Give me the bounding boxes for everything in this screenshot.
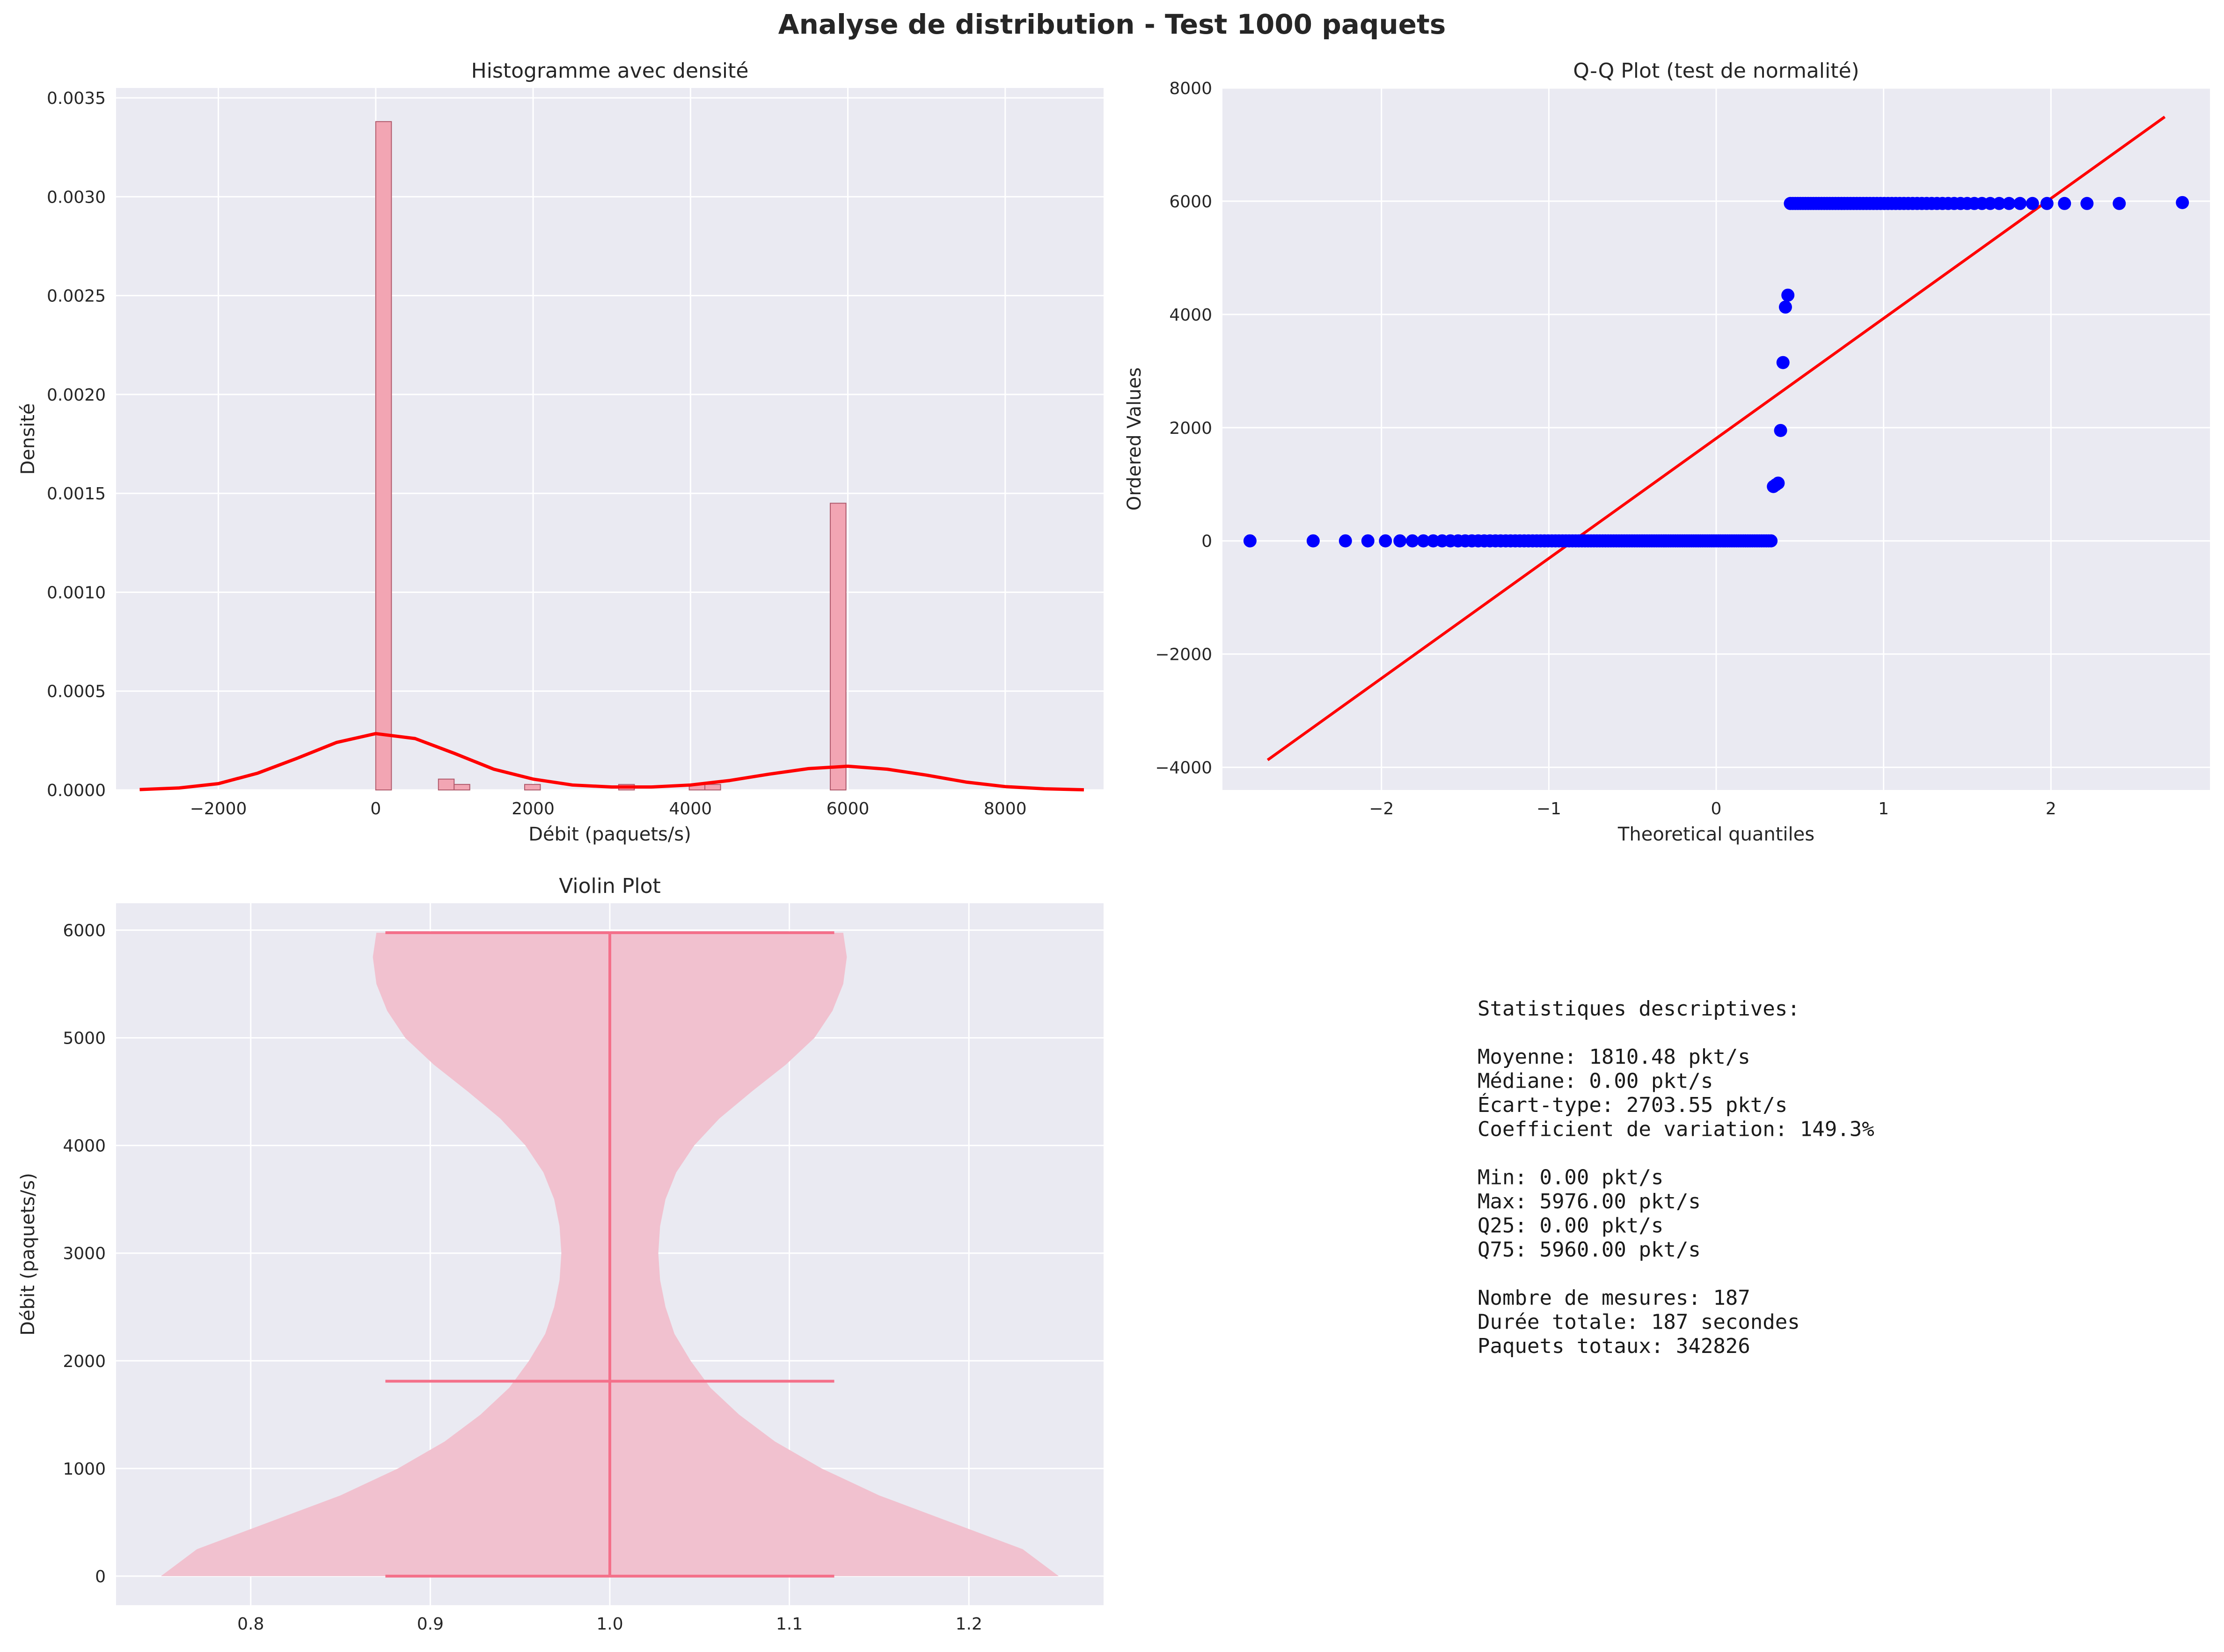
qq-point bbox=[2176, 196, 2189, 209]
histogram-bar bbox=[704, 784, 721, 791]
qq-point bbox=[2040, 197, 2054, 210]
qq-point bbox=[1306, 534, 1320, 548]
qq-point bbox=[1393, 534, 1407, 548]
x-tick-label: 2000 bbox=[512, 799, 555, 819]
qq-point bbox=[2013, 197, 2027, 210]
stats-line: Écart-type: 2703.55 pkt/s bbox=[1478, 1092, 1787, 1117]
qq-point bbox=[2002, 197, 2016, 210]
stats-line: Nombre de mesures: 187 bbox=[1478, 1286, 1750, 1310]
y-tick-label: 0.0000 bbox=[47, 781, 106, 800]
stats-line: Paquets totaux: 342826 bbox=[1478, 1334, 1750, 1358]
qq-point bbox=[1339, 534, 1352, 548]
x-tick-label: −2000 bbox=[190, 799, 247, 819]
stats-heading: Statistiques descriptives: bbox=[1478, 997, 1800, 1021]
y-tick-label: 6000 bbox=[63, 921, 106, 941]
x-tick-label: −1 bbox=[1536, 799, 1561, 819]
qq-point bbox=[1776, 356, 1790, 369]
x-tick-label: 0 bbox=[370, 799, 381, 819]
x-tick-label: 1.1 bbox=[776, 1615, 803, 1634]
x-tick-label: 1.0 bbox=[596, 1615, 623, 1634]
x-axis-label: Theoretical quantiles bbox=[1617, 824, 1814, 845]
x-tick-label: 6000 bbox=[827, 799, 870, 819]
stats-line: Min: 0.00 pkt/s bbox=[1478, 1166, 1663, 1190]
chart-title: Q-Q Plot (test de normalité) bbox=[1573, 59, 1859, 83]
y-tick-label: 0.0005 bbox=[47, 682, 106, 702]
qq-plot-panel: −2 −1 0 1 2 −4000 −2000 0 2000 4000 6000 8000 Q-Q Pl… bbox=[1124, 59, 2210, 845]
histogram-bar bbox=[375, 121, 392, 791]
qq-reference-line bbox=[1266, 116, 2166, 761]
histogram-bar bbox=[830, 503, 847, 791]
x-tick-label: 0.9 bbox=[417, 1615, 444, 1634]
y-axis-label: Densité bbox=[17, 403, 39, 475]
plot-area bbox=[116, 88, 1104, 790]
y-tick-label: 5000 bbox=[63, 1029, 106, 1048]
x-tick-label: 8000 bbox=[984, 799, 1027, 819]
qq-point bbox=[1243, 534, 1257, 548]
x-tick-label: 0 bbox=[1711, 799, 1722, 819]
y-tick-label: 0 bbox=[1201, 532, 1212, 551]
qq-point bbox=[1983, 197, 1997, 210]
y-tick-label: 0.0030 bbox=[47, 188, 106, 207]
stats-line: Médiane: 0.00 pkt/s bbox=[1478, 1069, 1713, 1093]
qq-point bbox=[1992, 197, 2006, 210]
y-axis-label: Ordered Values bbox=[1124, 367, 1145, 511]
histogram-bar bbox=[438, 778, 455, 791]
qq-point bbox=[1361, 534, 1375, 548]
y-tick-label: 0.0035 bbox=[47, 89, 106, 108]
x-tick-label: 1 bbox=[1878, 799, 1889, 819]
y-tick-label: 6000 bbox=[1169, 192, 1212, 212]
qq-point bbox=[2058, 197, 2071, 210]
x-tick-label: 0.8 bbox=[237, 1615, 264, 1634]
qq-point bbox=[1405, 534, 1419, 548]
qq-point bbox=[1417, 534, 1430, 548]
stats-line: Moyenne: 1810.48 pkt/s bbox=[1478, 1045, 1750, 1069]
y-tick-label: 3000 bbox=[63, 1244, 106, 1264]
qq-point bbox=[1379, 534, 1392, 548]
x-axis-label: Débit (paquets/s) bbox=[528, 824, 691, 845]
y-tick-label: −4000 bbox=[1155, 759, 1212, 778]
y-tick-label: 0.0015 bbox=[47, 484, 106, 504]
qq-point bbox=[1778, 300, 1792, 314]
suptitle: Analyse de distribution - Test 1000 paqu… bbox=[778, 8, 1446, 40]
y-axis-label: Débit (paquets/s) bbox=[17, 1173, 39, 1336]
stats-line: Q25: 0.00 pkt/s bbox=[1478, 1214, 1663, 1238]
histogram-bar bbox=[524, 784, 541, 791]
y-tick-label: 1000 bbox=[63, 1460, 106, 1479]
histogram-panel: −2000 0 2000 4000 6000 8000 0.0000 0.0005 0.0010… bbox=[17, 59, 1104, 845]
qq-point bbox=[1771, 476, 1785, 490]
qq-point bbox=[1764, 534, 1778, 548]
y-tick-label: −2000 bbox=[1155, 645, 1212, 665]
stats-line: Max: 5976.00 pkt/s bbox=[1478, 1190, 1701, 1213]
stats-line: Durée totale: 187 secondes bbox=[1478, 1310, 1800, 1334]
stats-line: Coefficient de variation: 149.3% bbox=[1478, 1118, 1874, 1141]
y-tick-label: 2000 bbox=[63, 1352, 106, 1371]
violin-plot-panel: 0.8 0.9 1.0 1.1 1.2 0 1000 2000 3000 4000 5000 6000… bbox=[17, 874, 1104, 1634]
stats-line: Q75: 5960.00 pkt/s bbox=[1478, 1238, 1701, 1262]
chart-title: Histogramme avec densité bbox=[471, 59, 749, 83]
y-tick-label: 0.0010 bbox=[47, 583, 106, 602]
kde-density-line bbox=[139, 732, 1084, 792]
qq-point bbox=[1427, 534, 1440, 548]
stats-panel: Statistiques descriptives: Moyenne: 1810.… bbox=[1478, 997, 1874, 1358]
x-tick-label: 4000 bbox=[669, 799, 712, 819]
y-tick-label: 0.0025 bbox=[47, 287, 106, 306]
chart-title: Violin Plot bbox=[559, 874, 661, 898]
qq-point bbox=[1781, 288, 1795, 302]
x-tick-label: −2 bbox=[1369, 799, 1394, 819]
y-tick-label: 4000 bbox=[63, 1137, 106, 1156]
y-tick-label: 2000 bbox=[1169, 419, 1212, 438]
histogram-bar bbox=[454, 784, 470, 791]
y-tick-label: 0 bbox=[95, 1567, 106, 1586]
y-tick-label: 8000 bbox=[1169, 79, 1212, 98]
qq-point bbox=[2113, 197, 2126, 210]
y-tick-label: 4000 bbox=[1169, 306, 1212, 325]
qq-point bbox=[2080, 197, 2094, 210]
x-tick-label: 1.2 bbox=[956, 1615, 982, 1634]
y-tick-label: 0.0020 bbox=[47, 386, 106, 405]
x-tick-label: 2 bbox=[2046, 799, 2056, 819]
qq-point bbox=[1774, 424, 1787, 437]
qq-point bbox=[2026, 197, 2039, 210]
